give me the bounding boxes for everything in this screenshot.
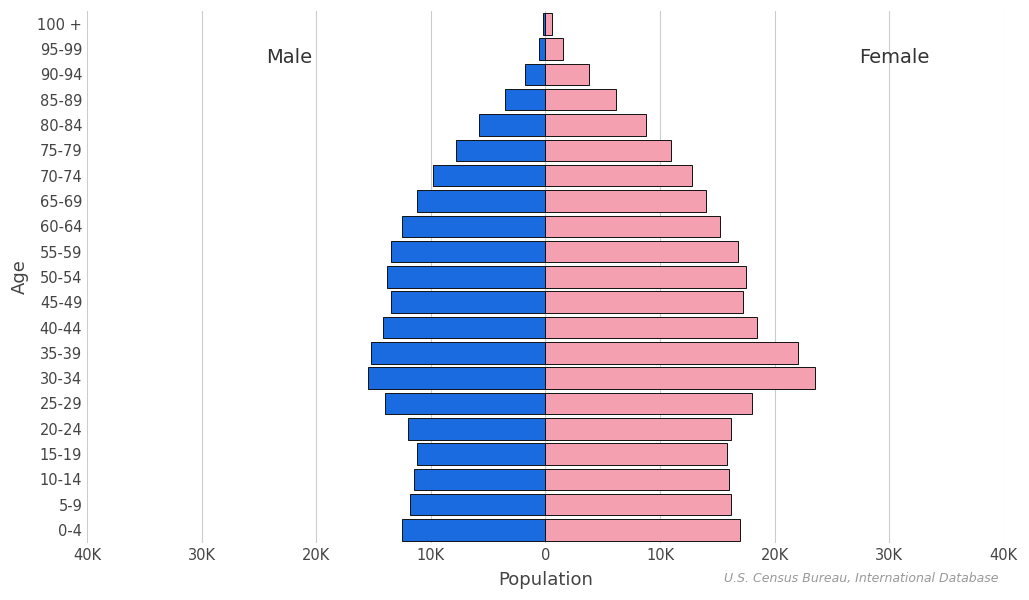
Bar xyxy=(402,215,545,237)
Bar xyxy=(545,241,738,262)
Bar xyxy=(543,13,545,35)
Bar xyxy=(538,38,545,60)
Bar xyxy=(391,292,545,313)
Bar xyxy=(545,469,729,490)
Bar xyxy=(456,140,545,161)
Bar xyxy=(545,393,752,414)
Bar xyxy=(545,519,740,541)
Bar xyxy=(387,266,545,287)
X-axis label: Population: Population xyxy=(498,571,593,589)
Bar xyxy=(545,266,746,287)
Bar xyxy=(478,114,545,136)
Bar xyxy=(545,89,616,110)
Bar xyxy=(545,190,706,212)
Bar xyxy=(545,38,563,60)
Text: Female: Female xyxy=(858,49,929,67)
Bar xyxy=(417,190,545,212)
Bar xyxy=(385,393,545,414)
Y-axis label: Age: Age xyxy=(11,259,29,295)
Bar xyxy=(505,89,545,110)
Bar xyxy=(367,367,545,389)
Bar xyxy=(545,64,589,85)
Bar xyxy=(545,494,731,515)
Text: U.S. Census Bureau, International Database: U.S. Census Bureau, International Databa… xyxy=(723,572,998,585)
Bar xyxy=(545,367,815,389)
Bar xyxy=(407,418,545,440)
Bar xyxy=(391,241,545,262)
Bar xyxy=(545,140,672,161)
Bar xyxy=(545,418,731,440)
Bar xyxy=(545,13,553,35)
Bar xyxy=(545,443,726,465)
Bar xyxy=(383,317,545,338)
Bar xyxy=(545,292,743,313)
Bar xyxy=(545,215,719,237)
Text: Male: Male xyxy=(265,49,312,67)
Bar xyxy=(414,469,545,490)
Bar xyxy=(545,114,646,136)
Bar xyxy=(433,165,545,187)
Bar xyxy=(545,165,693,187)
Bar xyxy=(417,443,545,465)
Bar xyxy=(525,64,545,85)
Bar xyxy=(371,342,545,364)
Bar xyxy=(545,342,797,364)
Bar xyxy=(545,317,757,338)
Bar xyxy=(411,494,545,515)
Bar xyxy=(402,519,545,541)
